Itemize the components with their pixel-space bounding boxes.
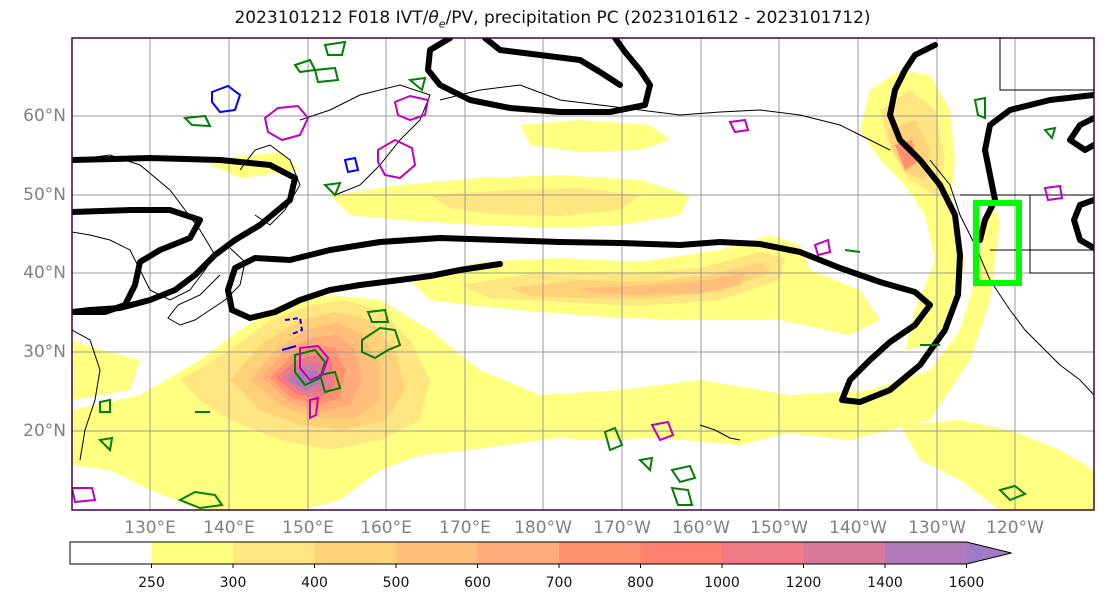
colorbar-tick-label: 700 [545, 575, 573, 591]
theta-e-contours [97, 40, 1057, 510]
lon-label-170e: 170°E [439, 518, 491, 538]
lon-label-120w: 120°W [986, 518, 1044, 538]
colorbar-tick-label: 1200 [785, 575, 822, 591]
lon-label-170w: 170°W [593, 518, 651, 538]
colorbar-segment [151, 542, 234, 564]
colorbar-tick-label: 1600 [948, 575, 985, 591]
colorbar-segment [803, 542, 886, 564]
colorbar-tick-label: 1400 [867, 575, 903, 591]
pv-contours [72, 94, 1064, 504]
colorbar-segment [640, 542, 723, 564]
target-region-box [973, 200, 1022, 286]
colorbar-tick-label: 1000 [704, 575, 740, 591]
lat-label-40: 40°N [23, 263, 66, 283]
colorbar-segment [722, 542, 804, 564]
colorbar-tick-label: 600 [464, 575, 491, 591]
colorbar-tick-label: 800 [627, 575, 654, 591]
colorbar-tick-label: 400 [301, 575, 328, 591]
colorbar-segment [233, 542, 315, 564]
lat-label-30: 30°N [23, 342, 66, 362]
colorbar-tick-label: 300 [219, 575, 247, 591]
lon-label-150e: 150°E [282, 518, 334, 538]
lon-label-160e: 160°E [360, 518, 412, 538]
lon-label-130w: 130°W [908, 518, 966, 538]
lon-label-180w: 180°W [514, 518, 572, 538]
colorbar-segment [70, 542, 152, 564]
colorbar-segment [559, 542, 641, 564]
lon-label-160w: 160°W [672, 518, 730, 538]
colorbar-segment [885, 542, 967, 564]
lat-label-60: 60°N [23, 106, 66, 126]
pv-negative-contours [211, 84, 360, 351]
coastlines [72, 38, 1094, 461]
chart-title: 2023101212 F018 IVT/θe/PV, precipitation… [234, 8, 871, 31]
lon-label-150w: 150°W [750, 518, 808, 538]
colorbar-segment [396, 542, 478, 564]
colorbar-extend-arrow [966, 542, 1012, 564]
colorbar [69, 541, 1012, 568]
colorbar-tick-label: 250 [138, 575, 165, 591]
colorbar-segment [477, 542, 560, 564]
lat-label-20: 20°N [23, 421, 66, 441]
lon-label-130e: 130°E [124, 518, 176, 538]
colorbar-outline [69, 541, 1012, 565]
lat-label-50: 50°N [23, 185, 66, 205]
ivt-contours [72, 38, 1094, 405]
lon-label-140e: 140°E [203, 518, 255, 538]
colorbar-tick-label: 500 [382, 575, 410, 591]
lon-label-140w: 140°W [829, 518, 887, 538]
colorbar-segment [314, 542, 397, 564]
